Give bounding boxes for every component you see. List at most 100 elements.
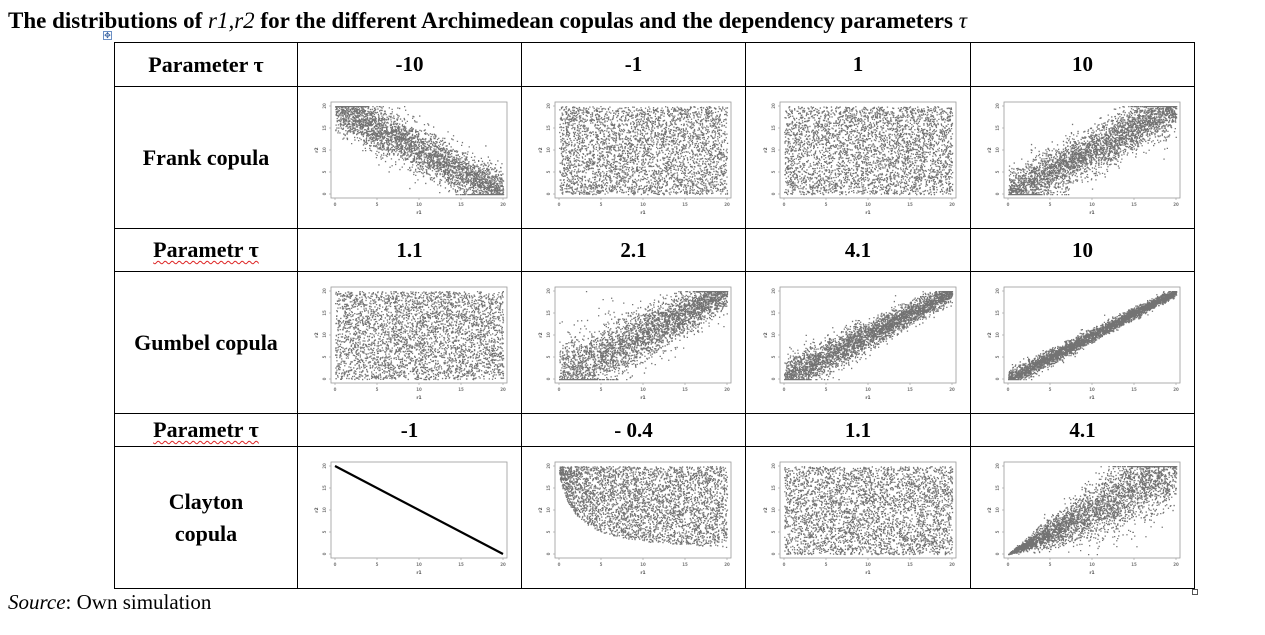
y-tick-label: 10 [995, 332, 1000, 338]
param-value-cell: - 0.4 [521, 413, 746, 447]
x-tick-label: 5 [824, 562, 827, 567]
param-value-cell: 10 [970, 42, 1195, 87]
x-tick-label: 0 [1007, 387, 1010, 392]
y-tick-label: 10 [322, 332, 327, 338]
y-tick-label: 20 [322, 288, 327, 294]
scatter-plot: 0 5 10 15 20 0 5 10 15 20 r1 r2 [763, 286, 956, 401]
y-tick-label: 0 [322, 552, 327, 555]
y-tick-label: 20 [771, 288, 776, 294]
y-tick-label: 10 [771, 147, 776, 153]
y-tick-label: 0 [995, 552, 1000, 555]
x-tick-label: 5 [824, 387, 827, 392]
x-axis-label: r1 [865, 210, 870, 216]
scatter-points [1008, 290, 1178, 380]
table-resize-handle[interactable] [1192, 589, 1198, 595]
y-tick-label: 15 [771, 125, 776, 131]
x-tick-label: 0 [782, 387, 785, 392]
y-tick-label: 10 [546, 507, 551, 513]
y-axis-label: r2 [538, 332, 544, 337]
y-tick-label: 15 [995, 125, 1000, 131]
param-value-cell: 2.1 [521, 228, 746, 272]
scatter-plot: 0 5 10 15 20 0 5 10 15 20 r1 r2 [987, 286, 1181, 401]
x-tick-label: 0 [558, 202, 561, 207]
x-tick-label: 0 [1007, 562, 1010, 567]
x-tick-label: 5 [600, 562, 603, 567]
plot-row-clayton: Clayton copula 0 5 10 15 20 0 5 10 15 20 r1 r2 0 5 10… [114, 446, 1195, 589]
title-suffix: for the different Archimedean copulas an… [254, 8, 959, 33]
scatter-plot: 0 5 10 15 20 0 5 10 15 20 r1 r2 [314, 101, 508, 216]
x-tick-label: 15 [458, 202, 464, 207]
y-axis-label: r2 [314, 507, 320, 512]
y-axis-label: r2 [987, 147, 993, 152]
x-tick-label: 15 [458, 562, 464, 567]
x-axis-label: r1 [1089, 210, 1094, 216]
table-move-handle-icon[interactable]: ✥ [103, 31, 112, 40]
param-header-label: Parametr τ [153, 417, 259, 442]
x-tick-label: 0 [558, 562, 561, 567]
param-value-cell: -1 [297, 413, 522, 447]
y-tick-label: 10 [771, 507, 776, 513]
y-axis-label: r2 [314, 332, 320, 337]
y-tick-label: 15 [995, 485, 1000, 491]
y-tick-label: 20 [995, 103, 1000, 109]
x-tick-label: 0 [334, 202, 337, 207]
x-tick-label: 0 [334, 387, 337, 392]
y-tick-label: 15 [546, 310, 551, 316]
x-tick-label: 20 [500, 387, 506, 392]
y-tick-label: 5 [995, 170, 1000, 173]
x-tick-label: 10 [416, 562, 422, 567]
param-value-cell: 1.1 [745, 413, 971, 447]
x-tick-label: 0 [558, 387, 561, 392]
plot-cell: 0 5 10 15 20 0 5 10 15 20 r1 r2 [297, 271, 522, 414]
x-tick-label: 5 [824, 202, 827, 207]
plot-row-gumbel: Gumbel copula 0 5 10 15 20 0 5 10 15 20 r1 r2 0 5 10 1… [114, 271, 1195, 414]
x-axis-label: r1 [640, 210, 645, 216]
y-tick-label: 20 [546, 288, 551, 294]
y-tick-label: 20 [771, 103, 776, 109]
scatter-plot: 0 5 10 15 20 0 5 10 15 20 r1 r2 [763, 101, 956, 216]
y-tick-label: 0 [546, 377, 551, 380]
y-axis-label: r2 [538, 507, 544, 512]
x-tick-label: 10 [640, 387, 646, 392]
y-tick-label: 10 [995, 147, 1000, 153]
x-tick-label: 20 [724, 202, 730, 207]
x-tick-label: 20 [949, 562, 955, 567]
x-tick-label: 20 [500, 562, 506, 567]
plot-cell: 0 5 10 15 20 0 5 10 15 20 r1 r2 [521, 86, 746, 229]
y-axis-label: r2 [763, 332, 769, 337]
param-header-cell: Parameter τ [114, 42, 298, 87]
scatter-points [335, 105, 505, 195]
y-axis-label: r2 [987, 507, 993, 512]
y-tick-label: 20 [995, 463, 1000, 469]
y-tick-label: 5 [995, 530, 1000, 533]
plot-cell: 0 5 10 15 20 0 5 10 15 20 r1 r2 [745, 446, 971, 589]
y-tick-label: 0 [995, 377, 1000, 380]
param-value-cell: 1.1 [297, 228, 522, 272]
x-tick-label: 10 [865, 202, 871, 207]
y-tick-label: 5 [771, 530, 776, 533]
scatter-points [783, 290, 953, 380]
x-tick-label: 20 [1173, 387, 1179, 392]
y-tick-label: 0 [995, 192, 1000, 195]
plot-cell: 0 5 10 15 20 0 5 10 15 20 r1 r2 [970, 271, 1195, 414]
x-tick-label: 20 [1173, 202, 1179, 207]
copula-name-cell: Clayton copula [114, 446, 298, 589]
y-tick-label: 20 [546, 103, 551, 109]
x-tick-label: 5 [1049, 202, 1052, 207]
x-tick-label: 15 [1131, 562, 1137, 567]
y-tick-label: 15 [322, 125, 327, 131]
x-tick-label: 5 [600, 387, 603, 392]
y-tick-label: 20 [322, 103, 327, 109]
scatter-plot: 0 5 10 15 20 0 5 10 15 20 r1 r2 [538, 461, 732, 576]
source-note: Source: Own simulation [8, 590, 211, 615]
y-tick-label: 20 [995, 288, 1000, 294]
scatter-points [783, 465, 953, 555]
scatter-plot: 0 5 10 15 20 0 5 10 15 20 r1 r2 [987, 101, 1181, 216]
param-value-cell: -10 [297, 42, 522, 87]
param-value-cell: 4.1 [970, 413, 1195, 447]
data-line [334, 464, 504, 555]
x-tick-label: 15 [907, 202, 913, 207]
y-tick-label: 5 [546, 530, 551, 533]
y-tick-label: 0 [546, 552, 551, 555]
plot-cell: 0 5 10 15 20 0 5 10 15 20 r1 r2 [521, 446, 746, 589]
